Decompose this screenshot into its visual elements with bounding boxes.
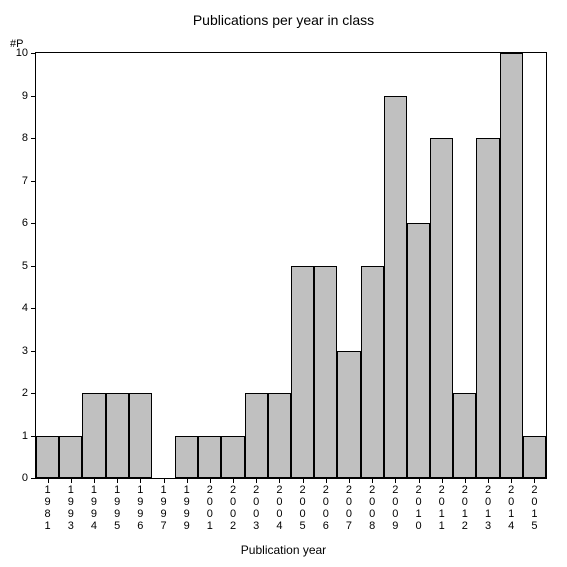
x-tick-label: 1994 (89, 484, 99, 532)
bar (523, 436, 546, 479)
bar (106, 393, 129, 478)
bar (361, 266, 384, 479)
x-tick (233, 478, 234, 483)
x-tick-label: 2010 (414, 484, 424, 532)
bar (407, 223, 430, 478)
y-tick-label: 4 (22, 302, 28, 314)
x-tick-label: 2015 (529, 484, 539, 532)
y-tick (31, 266, 36, 267)
x-tick (71, 478, 72, 483)
x-tick (279, 478, 280, 483)
x-axis-label: Publication year (0, 543, 567, 557)
x-tick (419, 478, 420, 483)
bar (59, 436, 82, 479)
bar (175, 436, 198, 479)
bar (337, 351, 360, 479)
x-tick-label: 2012 (460, 484, 470, 532)
x-tick-label: 2006 (321, 484, 331, 532)
x-tick-label: 1997 (159, 484, 169, 532)
y-tick-label: 6 (22, 217, 28, 229)
x-tick (442, 478, 443, 483)
x-tick (395, 478, 396, 483)
x-tick (164, 478, 165, 483)
y-tick-label: 3 (22, 345, 28, 357)
bar (268, 393, 291, 478)
x-tick-label: 2014 (506, 484, 516, 532)
x-tick (372, 478, 373, 483)
y-tick-label: 1 (22, 430, 28, 442)
x-tick (94, 478, 95, 483)
bar (245, 393, 268, 478)
plot-area: 0123456789101981199319941995199619971999… (35, 52, 547, 479)
x-tick (187, 478, 188, 483)
chart-container: Publications per year in class #P 012345… (0, 0, 567, 567)
y-tick (31, 53, 36, 54)
y-tick-label: 5 (22, 260, 28, 272)
bar (314, 266, 337, 479)
x-tick-label: 2011 (437, 484, 447, 532)
y-tick (31, 181, 36, 182)
chart-title: Publications per year in class (0, 12, 567, 28)
x-tick (210, 478, 211, 483)
x-tick-label: 2008 (367, 484, 377, 532)
x-tick-label: 1996 (135, 484, 145, 532)
x-tick (303, 478, 304, 483)
y-tick-label: 7 (22, 175, 28, 187)
y-tick (31, 138, 36, 139)
x-tick-label: 2004 (274, 484, 284, 532)
bar (476, 138, 499, 478)
bar (36, 436, 59, 479)
bar (430, 138, 453, 478)
x-tick (117, 478, 118, 483)
y-tick-label: 8 (22, 132, 28, 144)
bar (384, 96, 407, 479)
x-tick-label: 2003 (251, 484, 261, 532)
x-tick-label: 1999 (182, 484, 192, 532)
x-tick (465, 478, 466, 483)
y-tick-label: 9 (22, 90, 28, 102)
y-tick (31, 96, 36, 97)
x-tick (534, 478, 535, 483)
x-tick-label: 2007 (344, 484, 354, 532)
bar (82, 393, 105, 478)
x-tick-label: 2009 (390, 484, 400, 532)
y-tick-label: 10 (16, 47, 28, 59)
y-tick (31, 223, 36, 224)
x-tick (48, 478, 49, 483)
x-tick-label: 1981 (43, 484, 53, 532)
bar (291, 266, 314, 479)
x-tick (488, 478, 489, 483)
bar (129, 393, 152, 478)
x-tick (349, 478, 350, 483)
x-tick-label: 1993 (66, 484, 76, 532)
y-tick-label: 2 (22, 387, 28, 399)
y-tick (31, 393, 36, 394)
x-tick-label: 2005 (298, 484, 308, 532)
y-tick (31, 308, 36, 309)
x-tick-label: 2002 (228, 484, 238, 532)
bar (500, 53, 523, 478)
x-tick (326, 478, 327, 483)
bar (221, 436, 244, 479)
x-tick (256, 478, 257, 483)
bar (453, 393, 476, 478)
y-tick-label: 0 (22, 472, 28, 484)
y-tick (31, 351, 36, 352)
x-tick (511, 478, 512, 483)
y-tick (31, 478, 36, 479)
x-tick-label: 2013 (483, 484, 493, 532)
x-tick (140, 478, 141, 483)
bar (198, 436, 221, 479)
x-tick-label: 2001 (205, 484, 215, 532)
x-tick-label: 1995 (112, 484, 122, 532)
